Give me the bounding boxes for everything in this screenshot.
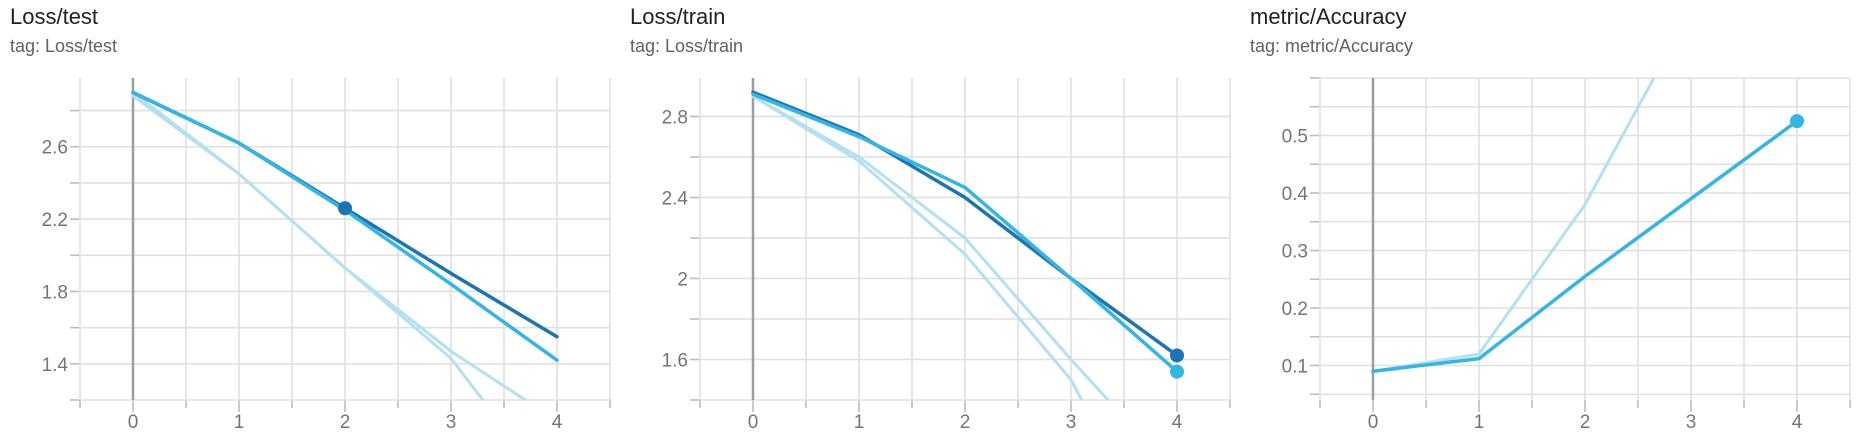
- x-tick-label: 2: [1580, 412, 1591, 433]
- x-tick-label: 3: [1686, 412, 1697, 433]
- y-tick-label: 2.6: [42, 138, 68, 159]
- x-tick-label: 4: [552, 412, 563, 433]
- chart-title: Loss/test: [10, 4, 99, 29]
- chart-plot[interactable]: 0 1 2 3 4 1.4 1.8 2.2 2.6: [10, 0, 611, 445]
- y-tick-label: 0.4: [1282, 184, 1309, 205]
- series-line: [751, 92, 1179, 374]
- plot-area: [751, 90, 1179, 400]
- x-tick-label: 0: [748, 412, 759, 433]
- y-tick-label: 0.5: [1282, 127, 1308, 148]
- x-tick-label: 0: [128, 412, 139, 433]
- chart-tag: tag: metric/Accuracy: [1250, 36, 1414, 56]
- series-line: [751, 90, 1179, 358]
- y-tick-label: 1.6: [662, 350, 688, 371]
- series-line: [1371, 78, 1656, 373]
- y-tick-label: 0.1: [1282, 357, 1308, 378]
- grid: [1310, 77, 1851, 412]
- chart-title: Loss/train: [630, 4, 726, 29]
- series-line: [751, 94, 1084, 400]
- plot-area: [1371, 78, 1799, 374]
- chart-plot[interactable]: 0 1 2 3 4 0.1 0.2 0.3 0.4 0.5: [1250, 0, 1851, 445]
- y-tick-label: 2: [677, 269, 688, 290]
- y-tick-label: 0.2: [1282, 299, 1308, 320]
- grid: [70, 78, 611, 412]
- x-tick-label: 4: [1792, 412, 1803, 433]
- series-line: [1371, 119, 1799, 374]
- y-tick-label: 0.3: [1282, 242, 1308, 263]
- x-tick-label: 2: [340, 412, 351, 433]
- chart-panel-loss-train: Loss/train tag: Loss/train 0 1 2 3 4 1.6 2 2.4 2…: [630, 0, 1231, 445]
- series-marker: [1790, 114, 1804, 129]
- chart-plot[interactable]: 0 1 2 3 4 1.6 2 2.4 2.8: [630, 0, 1231, 445]
- x-tick-label: 1: [234, 412, 245, 433]
- series-line: [131, 91, 527, 400]
- x-tick-label: 4: [1172, 412, 1183, 433]
- y-tick-label: 1.8: [42, 282, 68, 303]
- y-tick-label: 1.4: [42, 355, 69, 376]
- x-tick-label: 1: [854, 412, 865, 433]
- x-tick-label: 2: [960, 412, 971, 433]
- chart-panel-loss-test: Loss/test tag: Loss/test 0 1 2 3 4 1.4 1.8 2.2 2…: [10, 0, 611, 445]
- x-tick-label: 0: [1368, 412, 1379, 433]
- y-tick-label: 2.2: [42, 210, 68, 231]
- y-tick-label: 2.4: [662, 188, 689, 209]
- x-tick-label: 1: [1474, 412, 1485, 433]
- chart-tag: tag: Loss/test: [10, 36, 118, 56]
- x-tick-label: 3: [446, 412, 457, 433]
- series-line: [751, 94, 1110, 400]
- x-tick-label: 3: [1066, 412, 1077, 433]
- y-tick-label: 2.8: [662, 107, 688, 128]
- chart-title: metric/Accuracy: [1250, 4, 1407, 29]
- series-marker: [1170, 364, 1184, 379]
- series-marker: [338, 201, 352, 216]
- chart-tag: tag: Loss/train: [630, 36, 744, 56]
- series-marker: [1170, 348, 1184, 363]
- chart-panel-metric-accuracy: metric/Accuracy tag: metric/Accuracy 0 1 2…: [1250, 0, 1851, 445]
- grid: [690, 78, 1231, 412]
